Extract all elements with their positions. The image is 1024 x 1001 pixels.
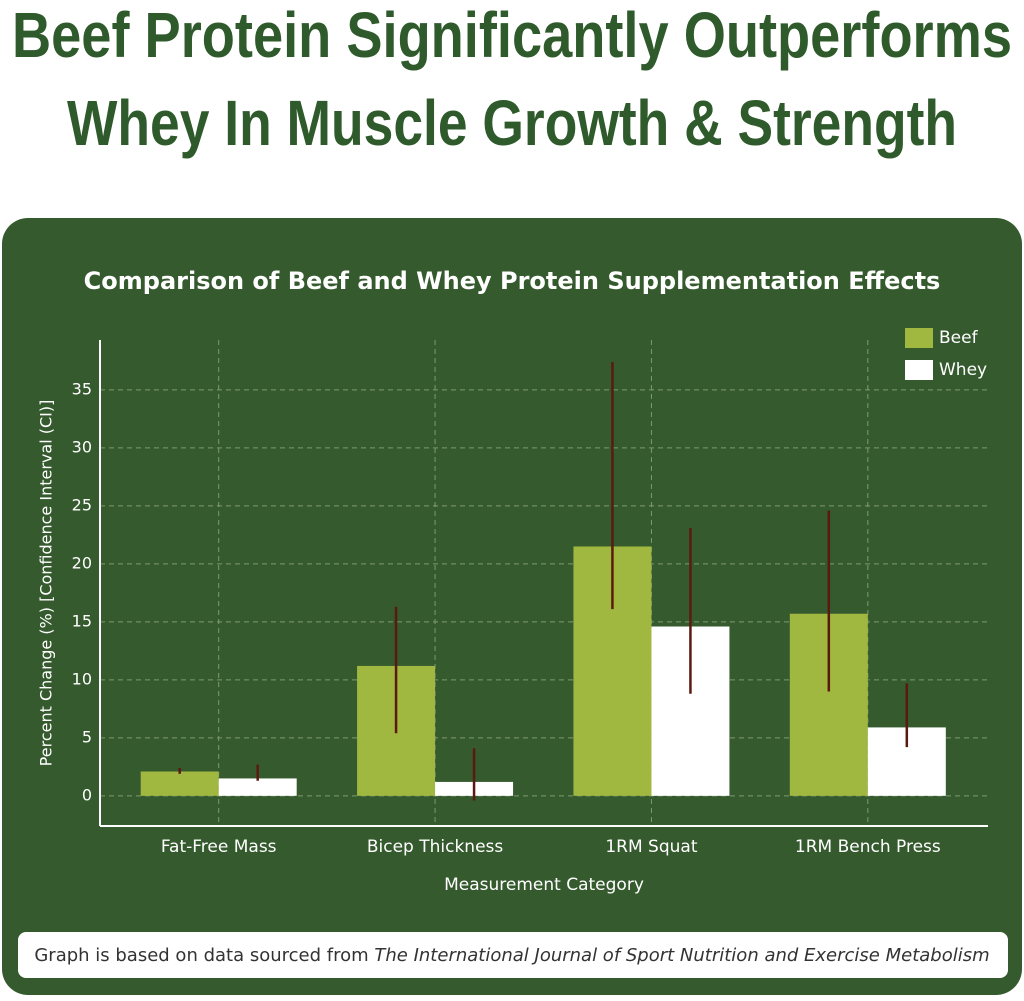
bar xyxy=(140,771,219,796)
bar xyxy=(218,778,297,796)
legend-label: Beef xyxy=(939,328,979,348)
y-tick-label: 25 xyxy=(72,495,92,514)
legend-swatch xyxy=(905,328,933,348)
footnote-source: The International Journal of Sport Nutri… xyxy=(374,945,989,966)
legend-swatch xyxy=(905,360,933,380)
headline-line: Beef Protein Significantly Outperforms xyxy=(12,0,1012,71)
x-tick-label: 1RM Bench Press xyxy=(795,837,941,857)
y-tick-label: 5 xyxy=(82,727,92,746)
y-axis-label: Percent Change (%) [Confidence Interval … xyxy=(37,400,56,767)
chart-title: Comparison of Beef and Whey Protein Supp… xyxy=(84,267,941,295)
legend-label: Whey xyxy=(939,360,987,380)
y-tick-label: 35 xyxy=(72,379,92,398)
footnote: Graph is based on data sourced from The … xyxy=(34,945,989,966)
y-tick-label: 30 xyxy=(72,437,92,456)
y-tick-label: 0 xyxy=(82,785,92,804)
y-tick-label: 15 xyxy=(72,611,92,630)
y-tick-label: 20 xyxy=(72,553,92,572)
chart-panel xyxy=(2,218,1022,995)
y-tick-label: 10 xyxy=(72,669,92,688)
x-tick-label: Bicep Thickness xyxy=(367,837,504,857)
x-tick-label: Fat-Free Mass xyxy=(161,837,277,857)
headline-line: Whey In Muscle Growth & Strength xyxy=(67,87,957,159)
footnote-box xyxy=(18,932,1008,978)
x-tick-label: 1RM Squat xyxy=(605,837,697,857)
footnote-text: Graph is based on data sourced from xyxy=(34,945,368,966)
x-axis-label: Measurement Category xyxy=(444,875,644,895)
